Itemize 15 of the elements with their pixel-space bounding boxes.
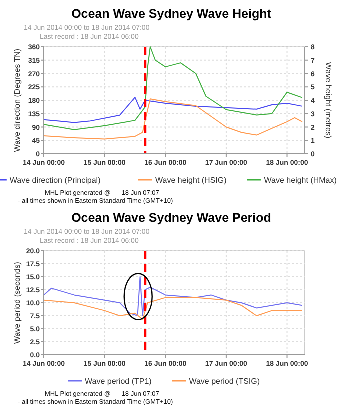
y-axis-title: Wave direction (Degrees TN) — [13, 48, 22, 152]
line-series — [44, 297, 303, 320]
legend-label: Wave height (HMax) — [264, 176, 338, 185]
line-series — [44, 276, 303, 316]
y2-axis-title: Wave height (metres) — [324, 62, 333, 139]
legend-label: Wave height (HSIG) — [156, 176, 228, 185]
line-series — [44, 46, 303, 130]
y-axis-title: Wave period (seconds) — [13, 262, 22, 344]
line-series — [44, 98, 303, 140]
legend-label: Wave direction (Principal) — [10, 176, 102, 185]
chart-title: Ocean Wave Sydney Wave Height — [72, 7, 272, 21]
chart-title: Ocean Wave Sydney Wave Period — [72, 211, 272, 225]
legend-label: Wave period (TSIG) — [189, 377, 260, 386]
legend-label: Wave period (TP1) — [85, 377, 152, 386]
line-series — [44, 97, 303, 124]
